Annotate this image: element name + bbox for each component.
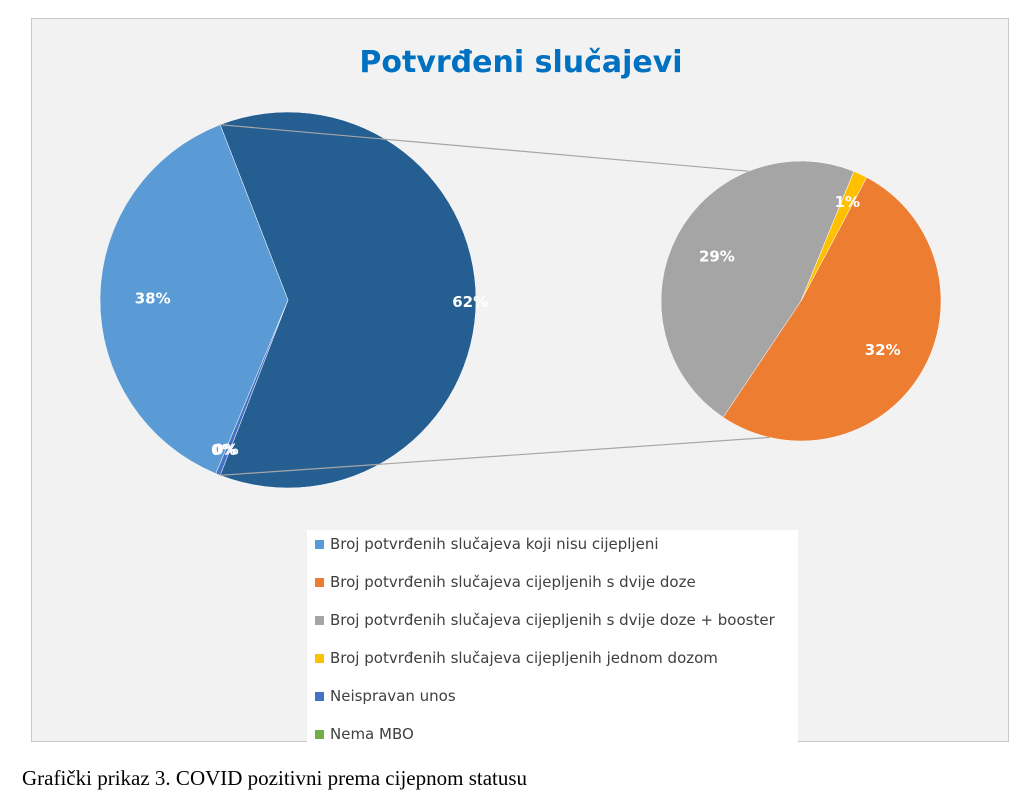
legend-swatch [315,577,324,587]
secondary-pie-slice [800,171,868,302]
legend-label: Broj potvrđenih slučajeva cijepljenih je… [330,649,718,667]
legend-swatch [315,729,324,739]
legend-item-invalid-entry: Neispravan unos [315,686,456,706]
chart-legend: Broj potvrđenih slučajeva koji nisu cije… [307,530,798,748]
data-label: 0% [211,441,236,459]
data-label: 0% [213,440,238,458]
figure-caption: Grafički prikaz 3. COVID pozitivni prema… [22,766,528,790]
legend-label: Broj potvrđenih slučajeva koji nisu cije… [330,535,659,553]
legend-item-two-doses-booster: Broj potvrđenih slučajeva cijepljenih s … [315,610,775,630]
data-label: 32% [865,341,901,359]
connector-line-bottom [220,436,770,476]
connector-line-top [220,124,749,172]
secondary-pie-slice [660,160,855,418]
data-label: 62% [452,293,488,311]
legend-label: Broj potvrđenih slučajeva cijepljenih s … [330,611,775,629]
chart-area: Potvrđeni slučajevi 62% 0% 0% 38% 32% 29% 1% B… [31,18,1009,748]
legend-swatch [315,653,324,663]
pie-slice [219,111,477,489]
chart-title: Potvrđeni slučajevi [359,45,682,80]
legend-item-one-dose: Broj potvrđenih slučajeva cijepljenih je… [315,648,718,668]
pie-slice [99,124,289,474]
chart-marks [99,111,942,489]
legend-item-two-doses: Broj potvrđenih slučajeva cijepljenih s … [315,572,696,592]
secondary-pie-slice [722,177,942,442]
pie-of-pie-chart: Potvrđeni slučajevi 62%0%0%38%32%29%1% [99,45,942,489]
legend-item-no-mbo: Nema MBO [315,724,414,744]
legend-swatch [315,615,324,625]
legend-item-unvaccinated: Broj potvrđenih slučajeva koji nisu cije… [315,534,659,554]
legend-label: Nema MBO [330,725,414,743]
legend-label: Broj potvrđenih slučajeva cijepljenih s … [330,573,696,591]
data-label: 29% [699,247,735,265]
chart-data-labels: 62%0%0%38%32%29%1% [135,193,901,459]
legend-label: Neispravan unos [330,687,456,705]
legend-swatch [315,691,324,701]
data-label: 1% [835,193,860,211]
data-label: 38% [135,289,171,307]
legend-swatch [315,539,324,549]
